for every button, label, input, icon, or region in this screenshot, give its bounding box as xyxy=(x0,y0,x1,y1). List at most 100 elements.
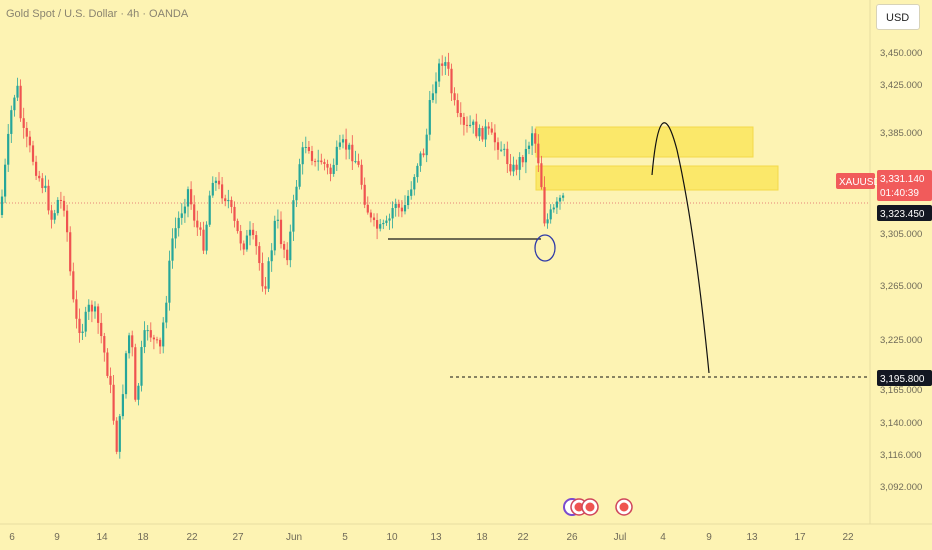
candle-body xyxy=(205,224,208,251)
time-tick-label: 5 xyxy=(342,532,348,543)
current-price-label: 3,323.450 xyxy=(880,209,925,220)
candle-body xyxy=(537,143,540,164)
candle-body xyxy=(97,306,100,323)
supply-zone-lower[interactable] xyxy=(535,165,779,191)
symbol-tag xyxy=(836,173,875,189)
liquidity-circle[interactable] xyxy=(534,234,556,262)
supply-zone-upper[interactable] xyxy=(535,126,754,158)
time-tick-label: 18 xyxy=(476,532,488,543)
candle-body xyxy=(41,178,44,189)
candle-body xyxy=(72,271,75,300)
candle-body xyxy=(31,145,35,162)
price-tick-label: 3,385.000 xyxy=(880,128,922,139)
candle-body xyxy=(28,136,31,146)
time-tick-label: 18 xyxy=(137,532,149,543)
candle-body xyxy=(267,261,270,289)
candle-body xyxy=(128,335,131,354)
candle-body xyxy=(512,164,515,172)
price-tick-label: 3,450.000 xyxy=(880,48,922,59)
candle-body xyxy=(47,185,50,211)
candle-body xyxy=(543,187,546,224)
candle-body xyxy=(546,219,549,224)
candle-body xyxy=(66,210,69,233)
candle-body xyxy=(56,199,59,214)
candle-body xyxy=(106,352,109,376)
currency-button[interactable]: USD xyxy=(876,4,920,30)
candle-body xyxy=(19,85,22,119)
target-price-tag xyxy=(877,370,932,386)
candle-body xyxy=(329,167,332,174)
candle-body xyxy=(385,220,388,223)
candle-body xyxy=(69,232,72,272)
time-tick-label: 10 xyxy=(386,532,398,543)
candle-body xyxy=(155,339,159,341)
candle-body xyxy=(131,335,134,348)
price-tick-label: 3,140.000 xyxy=(880,418,922,429)
candle-body xyxy=(493,132,496,143)
candle-body xyxy=(422,153,425,156)
candle-body xyxy=(416,165,419,178)
candle-body xyxy=(159,339,162,347)
candle-body xyxy=(16,85,19,98)
candle-body xyxy=(490,128,493,133)
candle-body xyxy=(171,238,174,261)
candle-body xyxy=(196,220,199,228)
symbol-label: XAUUSD xyxy=(839,177,881,188)
candle-body xyxy=(230,199,233,207)
projected-path[interactable] xyxy=(651,122,710,374)
event-icons[interactable] xyxy=(563,498,633,516)
candle-body xyxy=(292,200,295,232)
candle-body xyxy=(93,306,97,312)
candle-body xyxy=(509,164,512,172)
candle-body xyxy=(357,161,360,165)
time-tick-label: 9 xyxy=(706,532,712,543)
candle-body xyxy=(391,208,394,219)
candle-body xyxy=(478,127,481,137)
price-tick-label: 3,165.000 xyxy=(880,385,922,396)
candle-body xyxy=(38,175,41,179)
candle-body xyxy=(100,322,103,337)
candle-body xyxy=(134,347,137,400)
candle-body xyxy=(62,200,66,211)
candle-body xyxy=(307,146,310,152)
candle-body xyxy=(562,195,565,198)
candle-body xyxy=(506,148,509,165)
candle-body xyxy=(552,207,555,210)
candle-body xyxy=(555,201,558,208)
candle-body xyxy=(239,231,242,244)
candle-body xyxy=(81,331,84,333)
candle-body xyxy=(258,246,261,264)
time-axis[interactable]: 6 9 14 18 22 27 Jun 5 10 13 18 22 26 Jul 4 9 13 17 22 xyxy=(9,532,854,543)
last-price-label: 3,331.140 xyxy=(880,174,925,185)
candle-body xyxy=(190,189,193,205)
candle-body xyxy=(481,127,484,140)
candle-body xyxy=(372,217,376,221)
candle-body xyxy=(407,195,410,206)
candle-body xyxy=(438,63,441,82)
candle-body xyxy=(90,304,93,312)
candle-body xyxy=(366,204,369,213)
time-tick-label: 4 xyxy=(660,532,666,543)
candle-body xyxy=(472,121,475,125)
candle-body xyxy=(10,110,13,134)
candle-body xyxy=(503,148,506,150)
candle-body xyxy=(397,203,400,208)
candle-body xyxy=(304,146,307,148)
candle-body xyxy=(558,197,562,202)
candle-body xyxy=(484,126,487,140)
candle-body xyxy=(462,117,465,125)
candle-body xyxy=(140,347,143,386)
candle-body xyxy=(87,304,90,312)
candle-body xyxy=(137,385,140,400)
candle-body xyxy=(13,97,16,111)
candle-body xyxy=(441,63,444,66)
candle-body xyxy=(394,203,397,209)
price-tick-label: 3,425.000 xyxy=(880,80,922,91)
candle-body xyxy=(419,153,422,166)
candle-body xyxy=(118,416,121,452)
chart-title: Gold Spot / U.S. Dollar · 4h · OANDA xyxy=(6,8,189,20)
candle-body xyxy=(360,164,363,185)
time-tick-label: 22 xyxy=(186,532,198,543)
candle-body xyxy=(211,182,214,196)
